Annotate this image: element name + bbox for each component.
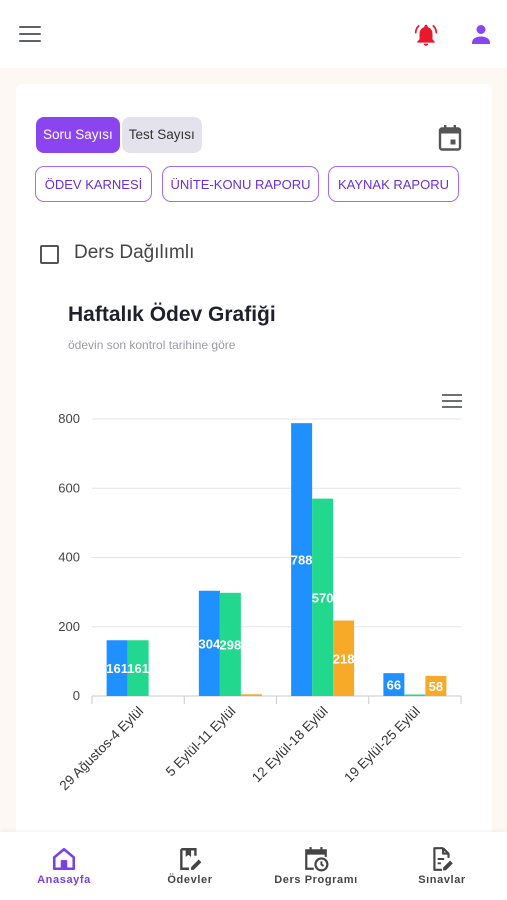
nav-tab-schedule[interactable]: Ders Programı <box>253 832 379 900</box>
top-app-bar <box>0 0 507 68</box>
nav-label-assignments: Ödevler <box>167 874 213 886</box>
bar <box>312 498 334 696</box>
course-distribution-option[interactable]: Ders Dağılımlı <box>40 241 194 265</box>
data-label: 66 <box>387 678 401 693</box>
bar <box>106 640 128 696</box>
nav-label-home: Anasayfa <box>37 874 91 886</box>
chart-title: Haftalık Ödev Grafiği <box>68 303 276 326</box>
bar <box>127 640 149 696</box>
unit-topic-report-button[interactable]: ÜNİTE-KONU RAPORU <box>162 166 319 202</box>
data-label: 161 <box>106 661 128 676</box>
y-tick-label: 600 <box>58 480 80 495</box>
nav-tab-assignments[interactable]: Ödevler <box>127 832 253 900</box>
bar <box>425 675 447 696</box>
data-label: 3 <box>411 680 418 695</box>
metric-segmented-control: Soru Sayısı Test Sayısı <box>36 117 202 153</box>
question-count-toggle[interactable]: Soru Sayısı <box>36 117 120 153</box>
data-label: 218 <box>333 651 355 666</box>
data-label: 58 <box>429 679 443 694</box>
x-tick-label: 19 Eylül-25 Eylül <box>341 704 423 786</box>
chart-menu-icon[interactable] <box>442 394 462 408</box>
course-distribution-label: Ders Dağılımlı <box>74 242 195 263</box>
bottom-navigation: Anasayfa Ödevler Ders Programı Sınavlar <box>0 832 507 900</box>
y-tick-label: 200 <box>58 619 80 634</box>
calendar-icon[interactable] <box>438 125 462 151</box>
bell-icon[interactable] <box>413 22 439 48</box>
nav-tab-exams[interactable]: Sınavlar <box>379 832 505 900</box>
nav-label-schedule: Ders Programı <box>274 874 358 886</box>
home-icon <box>52 847 76 871</box>
data-label: 161 <box>127 661 149 676</box>
bar <box>333 620 355 696</box>
x-tick-label: 5 Eylül-11 Eylül <box>163 704 239 780</box>
data-label: 570 <box>312 590 334 605</box>
bar <box>219 592 241 696</box>
hamburger-menu-icon[interactable] <box>19 26 41 43</box>
bar <box>383 673 405 696</box>
data-label: 304 <box>199 636 221 651</box>
data-label: 788 <box>291 553 313 568</box>
nav-tab-home[interactable]: Anasayfa <box>1 832 127 900</box>
y-tick-label: 0 <box>73 688 80 703</box>
y-tick-label: 800 <box>58 411 80 426</box>
nav-label-exams: Sınavlar <box>418 874 466 886</box>
y-tick-label: 400 <box>58 550 80 565</box>
report-card: Soru Sayısı Test Sayısı ÖDEV KARNESİ ÜNİ… <box>16 84 492 844</box>
source-report-button[interactable]: KAYNAK RAPORU <box>328 166 459 202</box>
homework-report-card-button[interactable]: ÖDEV KARNESİ <box>35 166 152 202</box>
course-distribution-checkbox[interactable] <box>40 244 59 264</box>
data-label: 298 <box>220 637 242 652</box>
chart-subtitle: ödevin son kontrol tarihine göre <box>68 338 236 352</box>
bar <box>198 590 220 696</box>
x-tick-label: 12 Eylül-18 Eylül <box>249 704 331 786</box>
test-count-toggle[interactable]: Test Sayısı <box>121 117 202 153</box>
bar <box>240 694 262 696</box>
user-icon[interactable] <box>469 22 493 46</box>
schedule-icon <box>305 847 329 872</box>
bar <box>291 423 313 696</box>
bar <box>404 694 426 696</box>
weekly-homework-chart: 0 200 400 600 800 161 161 29 Ağustos-4 Eylül 304… <box>57 411 462 794</box>
x-tick-label: 29 Ağustos-4 Eylül <box>57 704 147 794</box>
assignment-icon <box>180 848 202 870</box>
exam-icon <box>433 847 453 871</box>
